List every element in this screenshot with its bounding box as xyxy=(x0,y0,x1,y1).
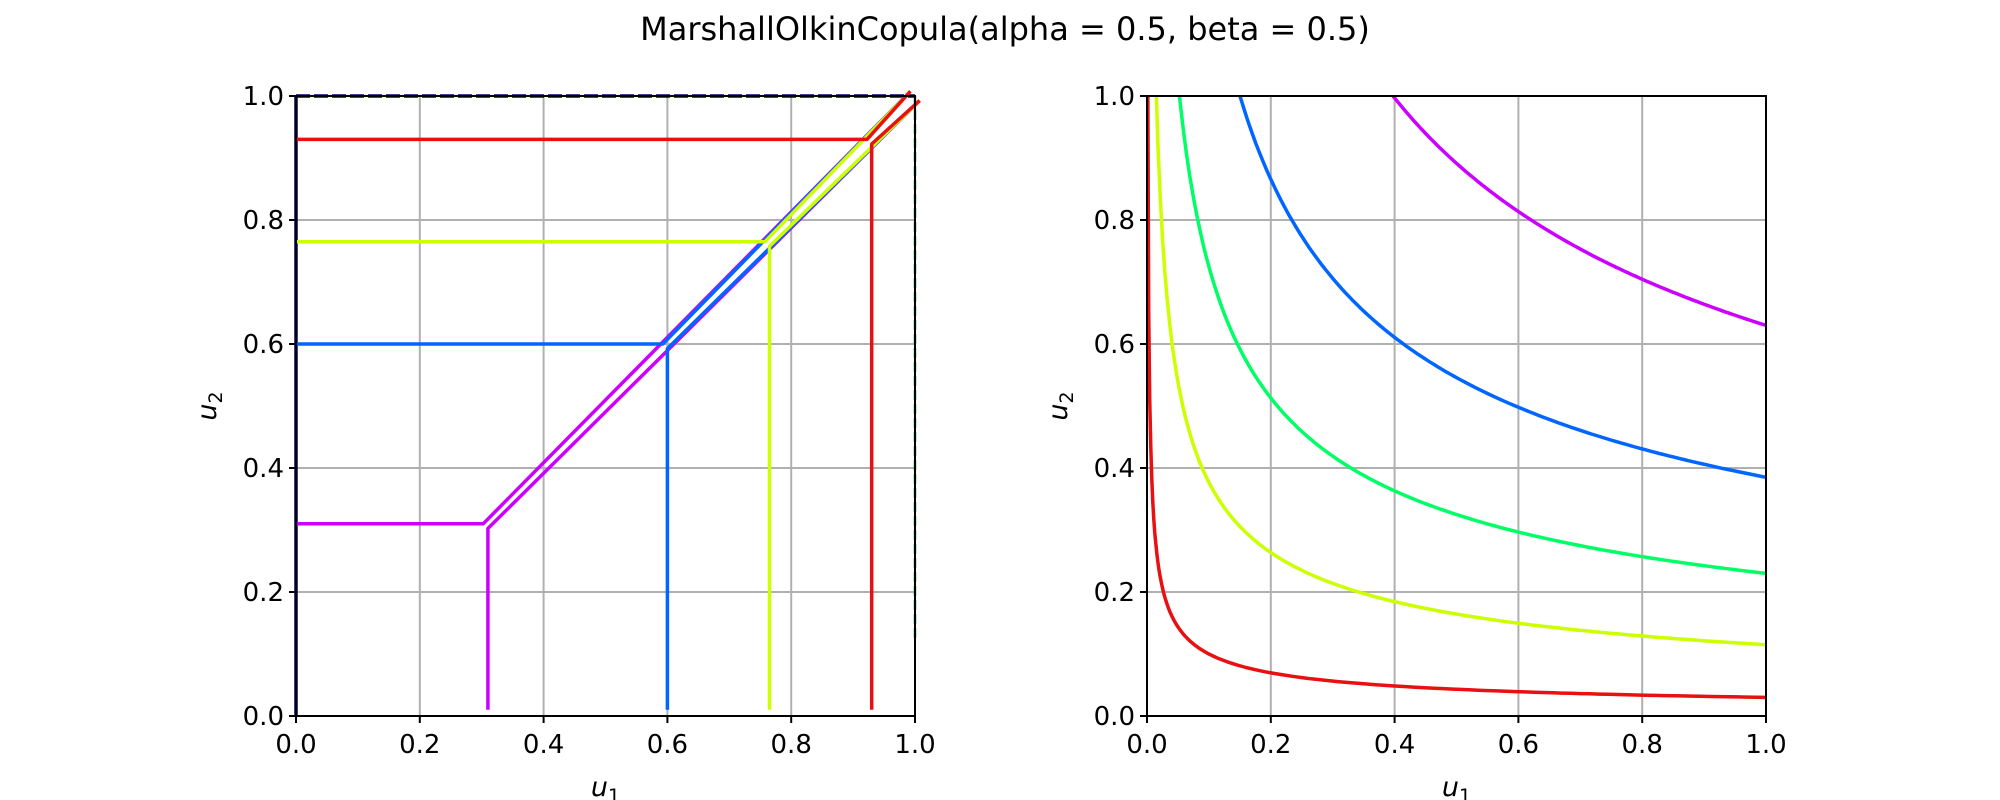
x-tick-label: 0.8 xyxy=(771,730,812,760)
x-tick-label: 0.2 xyxy=(1250,730,1291,760)
contour-level-vertical-4 xyxy=(869,99,921,710)
contour-lines xyxy=(294,90,921,716)
x-axis-label: u1 xyxy=(1442,772,1471,800)
plot-frame xyxy=(1146,95,1767,717)
contour-level-vertical-3 xyxy=(767,99,921,710)
x-tick-label: 0.4 xyxy=(1374,730,1415,760)
y-tick-label: 0.8 xyxy=(243,206,284,236)
y-axis-label-base: u xyxy=(192,403,223,420)
density-contour-4 xyxy=(1238,96,1766,480)
y-tick-label: 0.4 xyxy=(1094,454,1135,484)
x-axis-label: u1 xyxy=(591,772,620,800)
y-tick-label: 0.6 xyxy=(1094,330,1135,360)
x-axis-label-sub: 1 xyxy=(1459,785,1471,800)
contour-level-horizontal-1 xyxy=(296,90,912,526)
contour-level-horizontal-4 xyxy=(296,90,912,142)
contour-level-horizontal-3 xyxy=(296,90,912,244)
x-tick-label: 0.2 xyxy=(399,730,440,760)
contour-level-vertical-1 xyxy=(486,99,921,710)
contour-level-horizontal-2 xyxy=(296,90,912,346)
y-tick-label: 0.0 xyxy=(243,702,284,732)
x-axis-label-base: u xyxy=(1442,772,1459,800)
density-contour-1 xyxy=(1147,96,1766,700)
y-axis-label-sub: 2 xyxy=(1056,391,1078,403)
x-tick-label: 0.0 xyxy=(275,730,316,760)
contour-level-vertical-2 xyxy=(665,99,921,710)
density-contour-3 xyxy=(1177,96,1766,576)
y-tick-label: 0.2 xyxy=(243,578,284,608)
x-tick-label: 0.4 xyxy=(523,730,564,760)
y-axis-label-sub: 2 xyxy=(205,391,227,403)
figure-suptitle: MarshallOlkinCopula(alpha = 0.5, beta = … xyxy=(640,10,1370,48)
y-axis-label: u2 xyxy=(192,391,227,420)
x-tick-label: 1.0 xyxy=(1745,730,1786,760)
plot-frame xyxy=(295,95,916,717)
x-tick-label: 0.6 xyxy=(1498,730,1539,760)
x-tick-label: 0.0 xyxy=(1126,730,1167,760)
density-contour-5 xyxy=(1390,96,1766,328)
y-tick-label: 0.2 xyxy=(1094,578,1135,608)
y-axis-label: u2 xyxy=(1043,391,1078,420)
y-axis-label-base: u xyxy=(1043,403,1074,420)
y-tick-label: 1.0 xyxy=(1094,82,1135,112)
density-contour-2 xyxy=(1154,96,1766,647)
grid xyxy=(1146,95,1767,717)
x-tick-label: 1.0 xyxy=(894,730,935,760)
x-axis-label-base: u xyxy=(591,772,608,800)
x-axis-label-sub: 1 xyxy=(608,785,620,800)
x-tick-label: 0.6 xyxy=(647,730,688,760)
x-tick-label: 0.8 xyxy=(1622,730,1663,760)
y-tick-label: 1.0 xyxy=(243,82,284,112)
y-tick-label: 0.0 xyxy=(1094,702,1135,732)
contour-lines xyxy=(1147,96,1766,700)
y-tick-label: 0.6 xyxy=(243,330,284,360)
grid xyxy=(295,95,916,717)
y-tick-label: 0.8 xyxy=(1094,206,1135,236)
y-tick-label: 0.4 xyxy=(243,454,284,484)
